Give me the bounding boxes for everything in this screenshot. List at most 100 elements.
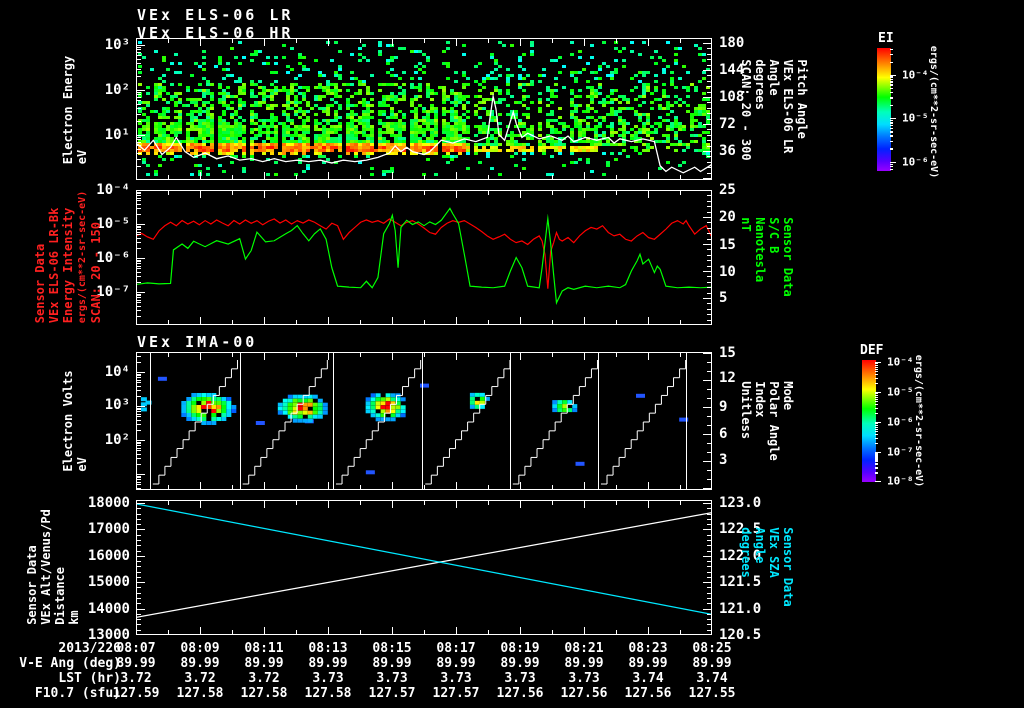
orb-left-tick-label: 14000 (87, 601, 130, 617)
els-right-axis-label-line: degrees (753, 59, 767, 110)
panel-ima-title: VEx IMA-00 (137, 333, 258, 351)
mag-left-tick-label: 10⁻⁴ (96, 182, 130, 198)
els-left-axis-label-line: Electron Energy (61, 55, 75, 165)
els-right-tick-label: 144 (719, 62, 745, 78)
mag-left-tick-label: 10⁻⁷ (96, 284, 130, 300)
mag-left-tick-label: 10⁻⁵ (96, 216, 130, 232)
els-right-axis-label-line: Angle (767, 59, 781, 96)
colorbar-ei-title: EI (878, 31, 894, 46)
els-right-axis-label-line: SCAN: 20 - 300 (739, 59, 753, 161)
mag-left-axis-label: Sensor Data VEx ELS-06 LR-Bk Energy Intens… (33, 191, 103, 324)
els-right-axis-label: Pitch Angle VEx ELS-06 LR Angle degrees SCAN… (739, 59, 809, 161)
colorbar-def-units: ergs/(cm**2-sr-sec-eV) (913, 354, 924, 488)
bottom-row-value: 127.58 (240, 686, 288, 701)
bottom-row-value: 3.72 (184, 671, 216, 686)
ima-left-tick-label: 10³ (104, 397, 130, 413)
panel-els-title-lr: VEx ELS-06 LR (137, 6, 294, 24)
time-tick-label: 08:19 (500, 641, 540, 656)
els-left-axis-label-line: eV (75, 149, 89, 165)
mag-left-axis-label-line: Energy Intensity (61, 207, 75, 324)
orb-right-axis-label-line: degrees (739, 527, 753, 578)
els-left-tick-label: 10¹ (104, 127, 130, 143)
bottom-row-value: 127.56 (560, 686, 608, 701)
time-tick-label: 08:13 (308, 641, 348, 656)
orb-left-tick-label: 17000 (87, 521, 130, 537)
colorbar-tick-label: 10⁻⁶ (887, 415, 914, 429)
orb-left-axis-label-line: km (67, 610, 81, 625)
orb-right-tick-label: 120.5 (719, 627, 762, 643)
bottom-row-value: 3.74 (696, 671, 728, 686)
orb-right-axis-label-line: Sensor Data (781, 527, 795, 607)
orb-left-axis-label-line: Distance (53, 567, 67, 625)
bottom-row-value: 89.99 (436, 656, 476, 671)
colorbar-def-title: DEF (860, 343, 884, 358)
orb-left-tick-label: 16000 (87, 548, 130, 564)
time-tick-label: 08:21 (564, 641, 604, 656)
time-tick-label: 08:07 (116, 641, 156, 656)
mag-right-axis-label-line: Sensor Data (781, 217, 795, 297)
bottom-row-value: 3.73 (376, 671, 408, 686)
orb-right-tick-label: 122.5 (719, 521, 762, 537)
time-tick-label: 08:15 (372, 641, 412, 656)
els-right-axis-label-line: VEx ELS-06 LR (781, 59, 795, 154)
els-left-axis-label: Electron Energy eV (61, 55, 89, 165)
colorbar-ei (877, 48, 896, 171)
ima-right-tick-label: 12 (719, 370, 736, 386)
ima-left-axis-label-line: eV (75, 457, 89, 472)
bottom-row-value: 127.58 (304, 686, 352, 701)
mag-right-tick-label: 5 (719, 290, 728, 306)
time-tick-label: 08:25 (692, 641, 732, 656)
ima-right-axis-label: Mode Polar Angle Index Unitless (739, 381, 795, 460)
bottom-row-value: 127.58 (176, 686, 224, 701)
bottom-row-value: 3.73 (568, 671, 600, 686)
bottom-row-value: 89.99 (500, 656, 540, 671)
orb-left-axis-label-line: VEx Alt/Venus/Pd (39, 509, 53, 625)
colorbar-tick-label: 10⁻⁴ (887, 355, 914, 369)
els-left-tick-label: 10³ (104, 37, 130, 53)
time-tick-label: 08:17 (436, 641, 476, 656)
mag-right-axis-label-line: Nanotesla (753, 217, 767, 283)
mag-right-axis-label-line: nT (739, 217, 753, 232)
ima-right-tick-label: 3 (719, 452, 728, 468)
mag-right-tick-label: 25 (719, 182, 736, 198)
bottom-row-value: 89.99 (116, 656, 156, 671)
els-spectrogram-canvas (136, 38, 712, 180)
bottom-row-value: 89.99 (180, 656, 220, 671)
orb-right-axis-label-line: Angle (753, 527, 767, 564)
orb-right-tick-label: 121.0 (719, 601, 762, 617)
ima-spectrogram-canvas (136, 352, 712, 490)
bottom-row-value: 127.56 (496, 686, 544, 701)
colorbar-ei-units: ergs/(cm**2-sr-sec-eV) (928, 45, 939, 179)
colorbar-def (862, 360, 881, 482)
orb-right-tick-label: 122.0 (719, 548, 762, 564)
orb-left-tick-label: 18000 (87, 495, 130, 511)
orb-left-tick-label: 15000 (87, 574, 130, 590)
bottom-row-value: 3.73 (312, 671, 344, 686)
orb-right-axis-label: Sensor Data VEx SZA Angle degrees (739, 527, 795, 607)
ima-left-tick-label: 10⁴ (104, 364, 130, 380)
bottom-row-value: 89.99 (628, 656, 668, 671)
bottom-row-value: 127.57 (432, 686, 480, 701)
bottom-row-label: F10.7 (sfu) (34, 686, 121, 701)
ima-right-axis-label-line: Unitless (739, 381, 753, 440)
orb-left-axis-label: Sensor Data VEx Alt/Venus/Pd Distance km (25, 509, 81, 625)
time-tick-label: 08:23 (628, 641, 668, 656)
els-right-tick-label: 72 (719, 116, 736, 132)
intensity-bfield-canvas (136, 190, 712, 325)
bottom-row-value: 3.73 (440, 671, 472, 686)
bottom-row-value: 127.59 (112, 686, 160, 701)
ima-right-axis-label-line: Mode (781, 381, 795, 411)
time-tick-label: 08:09 (180, 641, 220, 656)
bottom-row-value: 3.72 (248, 671, 280, 686)
bottom-row-value: 127.56 (624, 686, 672, 701)
orb-right-tick-label: 121.5 (719, 574, 762, 590)
ima-right-axis-label-line: Index (753, 381, 767, 418)
ima-left-axis-label: Electron Volts eV (61, 370, 89, 472)
colorbar-tick-label: 10⁻⁷ (887, 445, 914, 459)
els-right-tick-label: 108 (719, 89, 745, 105)
els-right-tick-label: 36 (719, 143, 736, 159)
mag-right-tick-label: 15 (719, 237, 736, 253)
bottom-row-value: 3.72 (120, 671, 152, 686)
mag-right-axis-label-line: S/C B (767, 217, 781, 254)
mag-right-tick-label: 20 (719, 209, 736, 225)
